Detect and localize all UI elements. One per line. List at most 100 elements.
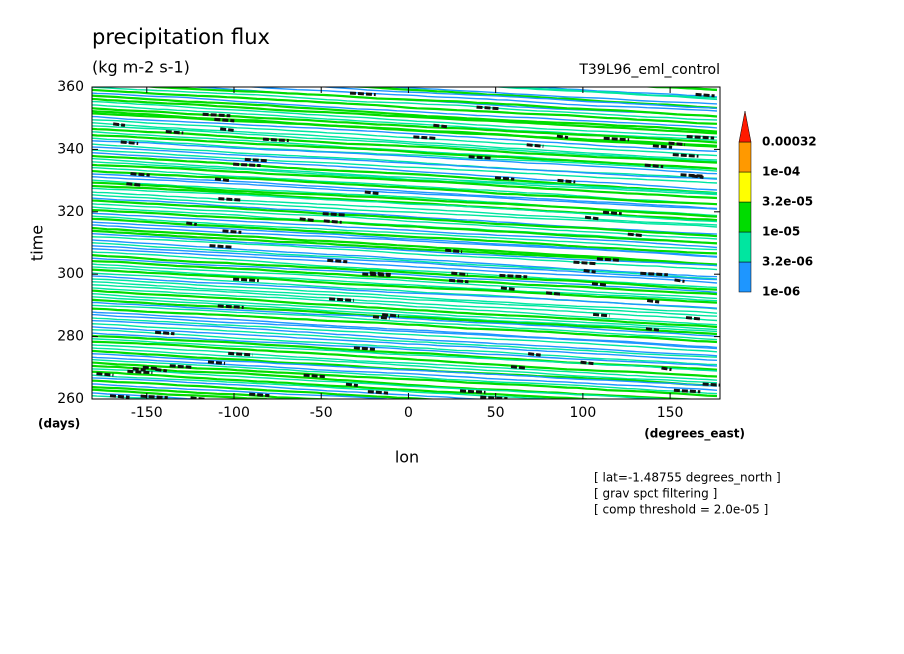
field-contour (92, 356, 718, 391)
field-contour (92, 263, 718, 300)
field-contour (92, 191, 718, 226)
field-contour (240, 87, 718, 112)
field-peak (214, 117, 235, 123)
field-contour (92, 319, 718, 357)
field-peak (413, 135, 436, 140)
field-peak (451, 271, 468, 277)
field-contour (504, 87, 718, 99)
field-peak (556, 134, 569, 140)
dataset: T39L96_eml_control (578, 62, 720, 78)
x-tick-label: -150 (131, 405, 163, 421)
field-contour (92, 154, 718, 195)
field-peak (303, 373, 325, 379)
field-contour (92, 332, 718, 367)
field-peak (349, 91, 376, 97)
field-contour (92, 151, 718, 191)
field-contour (92, 268, 718, 304)
field-contour (92, 326, 718, 361)
field-peak (673, 388, 701, 394)
field-contour (87, 414, 717, 448)
field-peak (459, 389, 486, 394)
field-contour (92, 208, 718, 245)
field-contour (92, 245, 718, 281)
field-contour (92, 388, 286, 399)
field-peak (262, 137, 289, 143)
field-contour (92, 344, 718, 381)
field-contour (92, 133, 718, 170)
field-peak (299, 217, 315, 222)
field-contour (92, 163, 718, 200)
field-peak (584, 215, 599, 221)
field-contour (92, 259, 718, 296)
field-peak (112, 122, 126, 127)
field-contour (92, 368, 672, 399)
field-contour (92, 149, 718, 184)
field-contour (92, 125, 718, 163)
field-contour (92, 122, 718, 161)
field-contour (92, 395, 186, 399)
field-contour (92, 242, 718, 280)
field-contour (92, 157, 718, 194)
field-peak (220, 127, 234, 132)
field-contour (92, 289, 718, 329)
field-peak (132, 367, 146, 372)
field-peak (120, 140, 139, 145)
field-peak (557, 178, 576, 184)
field-peak (140, 394, 168, 399)
field-contour (92, 328, 718, 366)
field-contour (486, 87, 718, 101)
field-peak (468, 155, 492, 160)
field-peak (499, 273, 528, 279)
colorbar-label: 3.2e-06 (762, 255, 813, 269)
field-peak (364, 190, 379, 196)
field-peak (155, 367, 168, 373)
field-contour (92, 236, 718, 271)
field-contour (92, 181, 718, 218)
field-peak (573, 260, 598, 266)
field-peak (702, 382, 720, 387)
x-tick-label: 100 (570, 405, 597, 421)
field-peak (154, 330, 175, 336)
field-contour (92, 232, 718, 267)
chart-title: precipitation flux (92, 25, 270, 49)
field-contour (92, 146, 718, 180)
field-peak (445, 248, 463, 254)
field-peak (545, 291, 563, 296)
field-peak (218, 197, 242, 202)
field-contour (92, 385, 336, 399)
field-contour (92, 212, 718, 249)
units: (kg m-2 s-1) (92, 58, 190, 77)
field-contour (92, 92, 718, 129)
x-tick-label: -50 (310, 405, 333, 421)
field-contour (92, 161, 718, 196)
x-tick-label: -100 (218, 405, 250, 421)
field-contour (92, 88, 718, 125)
field-contour (92, 338, 718, 372)
field-contour (141, 87, 718, 118)
field-peak (381, 313, 400, 318)
field-peak (500, 286, 515, 291)
x-label: lon (395, 448, 419, 467)
field-peak (109, 394, 130, 399)
field-contour (92, 358, 718, 395)
field-peak (233, 277, 259, 283)
field-contour (92, 361, 718, 398)
colorbar-label: 3.2e-05 (762, 195, 813, 209)
colorbar-label: 1e-04 (762, 165, 800, 179)
field-peak (661, 366, 672, 372)
field-contour (92, 254, 718, 291)
field-contour (92, 377, 491, 399)
field-peak (691, 174, 704, 179)
field-contour (92, 370, 608, 399)
field-peak (202, 112, 231, 118)
field-peak (207, 360, 226, 365)
field-peak (323, 219, 342, 224)
field-contour (92, 287, 718, 326)
field-contour (381, 87, 718, 105)
field-peak (591, 282, 608, 287)
field-contour (92, 143, 718, 179)
field-peak (480, 395, 508, 399)
field-peak (686, 135, 715, 140)
field-contour (92, 187, 718, 223)
field-contour (92, 169, 718, 206)
